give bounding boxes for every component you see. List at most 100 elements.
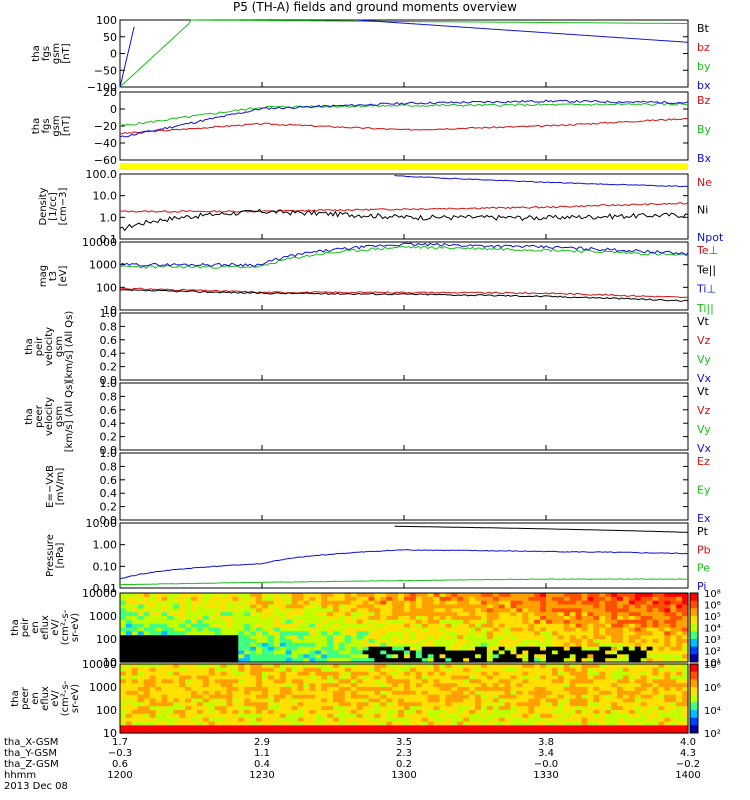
spectro-cell	[492, 698, 500, 703]
spectro-cell	[309, 593, 316, 598]
spectro-cell	[185, 608, 192, 613]
spectro-cell	[380, 717, 387, 723]
spectro-cell	[131, 710, 139, 715]
spectro-cell	[344, 627, 352, 632]
spectro-cell	[599, 608, 606, 613]
spectro-cell	[652, 631, 659, 636]
spectro-cell	[611, 702, 618, 707]
spectro-cell	[250, 667, 257, 673]
spectro-cell	[262, 721, 269, 726]
spectro-cell	[498, 667, 506, 673]
spectro-cell	[409, 667, 417, 673]
spectro-cell	[682, 612, 689, 617]
spectro-cell	[492, 702, 500, 707]
spectro-cell	[398, 683, 405, 688]
spectro-cell	[267, 600, 275, 606]
spectro-cell	[226, 600, 233, 606]
spectro-cell	[333, 623, 340, 629]
spectro-cell	[244, 627, 251, 632]
spectro-cell	[409, 608, 417, 613]
spectro-cell	[338, 646, 346, 652]
spectro-cell	[646, 729, 654, 734]
colorbar-step	[690, 702, 698, 711]
spectro-cell	[244, 642, 251, 648]
spectro-cell	[581, 631, 588, 636]
spectro-cell	[356, 612, 364, 617]
spectro-cell	[173, 702, 180, 707]
spectro-cell	[682, 650, 689, 655]
spectro-cell	[356, 664, 364, 669]
spectro-cell	[451, 627, 458, 632]
spectro-cell	[463, 635, 470, 640]
spectro-cell	[262, 690, 269, 696]
spectro-cell	[421, 713, 429, 719]
spectro-cell	[581, 664, 588, 669]
spectro-cell	[327, 646, 334, 652]
spectro-cell	[279, 675, 287, 680]
spectro-cell	[469, 631, 476, 636]
spectro-cell	[528, 596, 535, 602]
spectro-cell	[622, 679, 630, 684]
spectro-cell	[534, 600, 541, 606]
spectro-cell	[593, 706, 600, 711]
panel-frame	[119, 312, 689, 381]
spectro-cell	[303, 683, 310, 688]
spectro-cell	[676, 604, 683, 609]
spectro-cell	[185, 710, 192, 715]
spectro-cell	[439, 623, 446, 629]
spectro-cell	[486, 675, 494, 680]
spectro-cell	[516, 619, 523, 625]
spectro-cell	[191, 729, 198, 734]
spectro-cell	[463, 671, 470, 677]
spectro-cell	[232, 702, 239, 707]
spectro-cell	[587, 725, 594, 730]
spectro-cell	[540, 642, 547, 648]
spectro-cell	[155, 612, 162, 617]
spectro-cell	[575, 687, 583, 692]
spectro-cell	[256, 679, 263, 684]
spectro-cell	[285, 675, 293, 680]
spectro-cell	[551, 616, 559, 621]
spectro-cell	[569, 646, 577, 652]
spectro-cell	[475, 683, 482, 688]
spectro-cell	[267, 667, 275, 673]
spectro-cell	[179, 679, 186, 684]
spectro-cell	[356, 683, 364, 688]
spectro-cell	[338, 683, 346, 688]
y-tick-label: 1000	[89, 681, 117, 694]
spectro-cell	[404, 671, 411, 677]
spectro-cell	[250, 671, 257, 677]
spectro-cell	[338, 710, 346, 715]
spectro-cell	[185, 612, 192, 617]
spectro-cell	[226, 608, 233, 613]
spectro-cell	[593, 679, 600, 684]
spectro-cell	[309, 623, 316, 629]
spectro-cell	[285, 604, 293, 609]
spectro-cell	[202, 654, 210, 659]
spectro-cell	[125, 650, 133, 655]
spectro-cell	[522, 639, 529, 644]
spectro-cell	[191, 694, 198, 700]
spectro-cell	[196, 631, 204, 636]
spectro-cell	[120, 623, 127, 629]
spectro-cell	[534, 616, 541, 621]
spectro-cell	[486, 627, 494, 632]
spectro-cell	[421, 671, 429, 677]
spectro-cell	[297, 706, 304, 711]
spectro-cell	[137, 675, 145, 680]
spectro-cell	[333, 702, 340, 707]
spectro-cell	[179, 687, 186, 692]
spectro-cell	[120, 612, 127, 617]
spectro-cell	[202, 631, 210, 636]
spectro-cell	[617, 619, 624, 625]
spectro-cell	[374, 635, 381, 640]
spectro-cell	[504, 702, 512, 707]
spectro-cell	[344, 694, 352, 700]
legend-Ni: Ni	[697, 204, 708, 217]
spectro-cell	[398, 687, 405, 692]
spectro-cell	[226, 642, 233, 648]
spectro-cell	[622, 671, 630, 677]
spectro-cell	[516, 646, 523, 652]
spectro-cell	[309, 690, 316, 696]
spectro-cell	[149, 717, 157, 723]
